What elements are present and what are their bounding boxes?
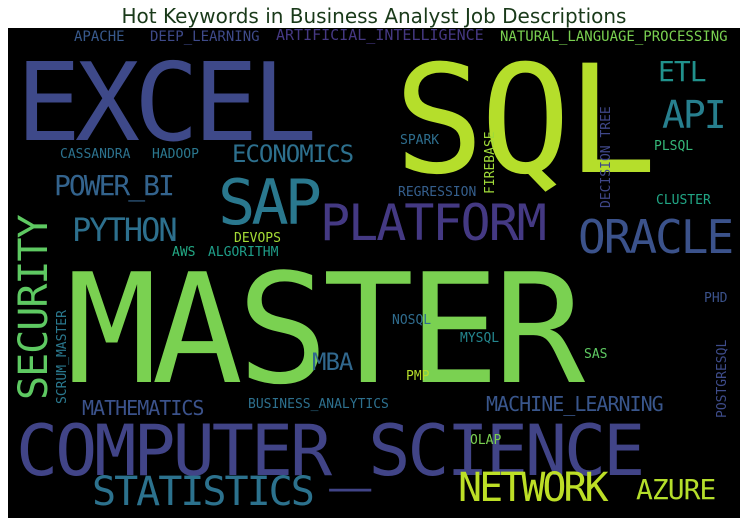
word: STATISTICS [92, 469, 315, 515]
word: ECONOMICS [232, 140, 354, 168]
word: CASSANDRA [60, 147, 131, 162]
word: ALGORITHM [208, 245, 279, 260]
word: DEVOPS [234, 231, 281, 246]
word: SPARK [400, 133, 440, 148]
word: NOSQL [392, 313, 432, 328]
word: COMPUTER_SCIENCE [16, 410, 645, 492]
word: SECURITY [11, 215, 57, 400]
word: CLUSTER [656, 193, 711, 208]
word: NETWORK [458, 465, 609, 511]
word: ETL [658, 55, 707, 88]
word: SCRUM_MASTER [55, 310, 70, 404]
word: PLATFORM [320, 194, 547, 252]
word: PLSQL [654, 139, 694, 154]
word: ARTIFICIAL_INTELLIGENCE [276, 28, 484, 44]
word: EXCEL [16, 41, 317, 166]
word: MASTER [66, 241, 585, 418]
word: DECISION TREE [599, 106, 614, 208]
word: SAS [584, 347, 608, 362]
word: MYSQL [460, 331, 500, 346]
word: APACHE [74, 29, 125, 45]
word: HADOOP [152, 147, 199, 162]
word: API [662, 93, 727, 137]
word: PHD [704, 291, 728, 306]
word: AWS [172, 245, 196, 260]
word: POWER_BI [54, 169, 175, 202]
word: DEEP_LEARNING [150, 29, 260, 45]
word: BUSINESS_ANALYTICS [248, 397, 389, 412]
word: SAP [218, 166, 322, 239]
word: NATURAL_LANGUAGE_PROCESSING [500, 29, 728, 45]
word-cloud: SQL EXCEL MASTER COMPUTER_SCIENCE PLATFO… [8, 28, 740, 518]
word: PMP [406, 369, 430, 384]
word: MBA [312, 348, 353, 376]
word: OLAP [470, 433, 502, 448]
word: MATHEMATICS [82, 396, 204, 420]
word: MACHINE_LEARNING [486, 392, 664, 416]
chart-title: Hot Keywords in Business Analyst Job Des… [121, 4, 627, 28]
word: POSTGRESQL [715, 339, 730, 418]
word: FIREBASE [483, 131, 498, 194]
word: ORACLE [578, 210, 734, 264]
word: SQL [394, 34, 657, 208]
word: REGRESSION [398, 185, 477, 200]
word: PYTHON [72, 211, 178, 249]
word: AZURE [636, 473, 716, 506]
